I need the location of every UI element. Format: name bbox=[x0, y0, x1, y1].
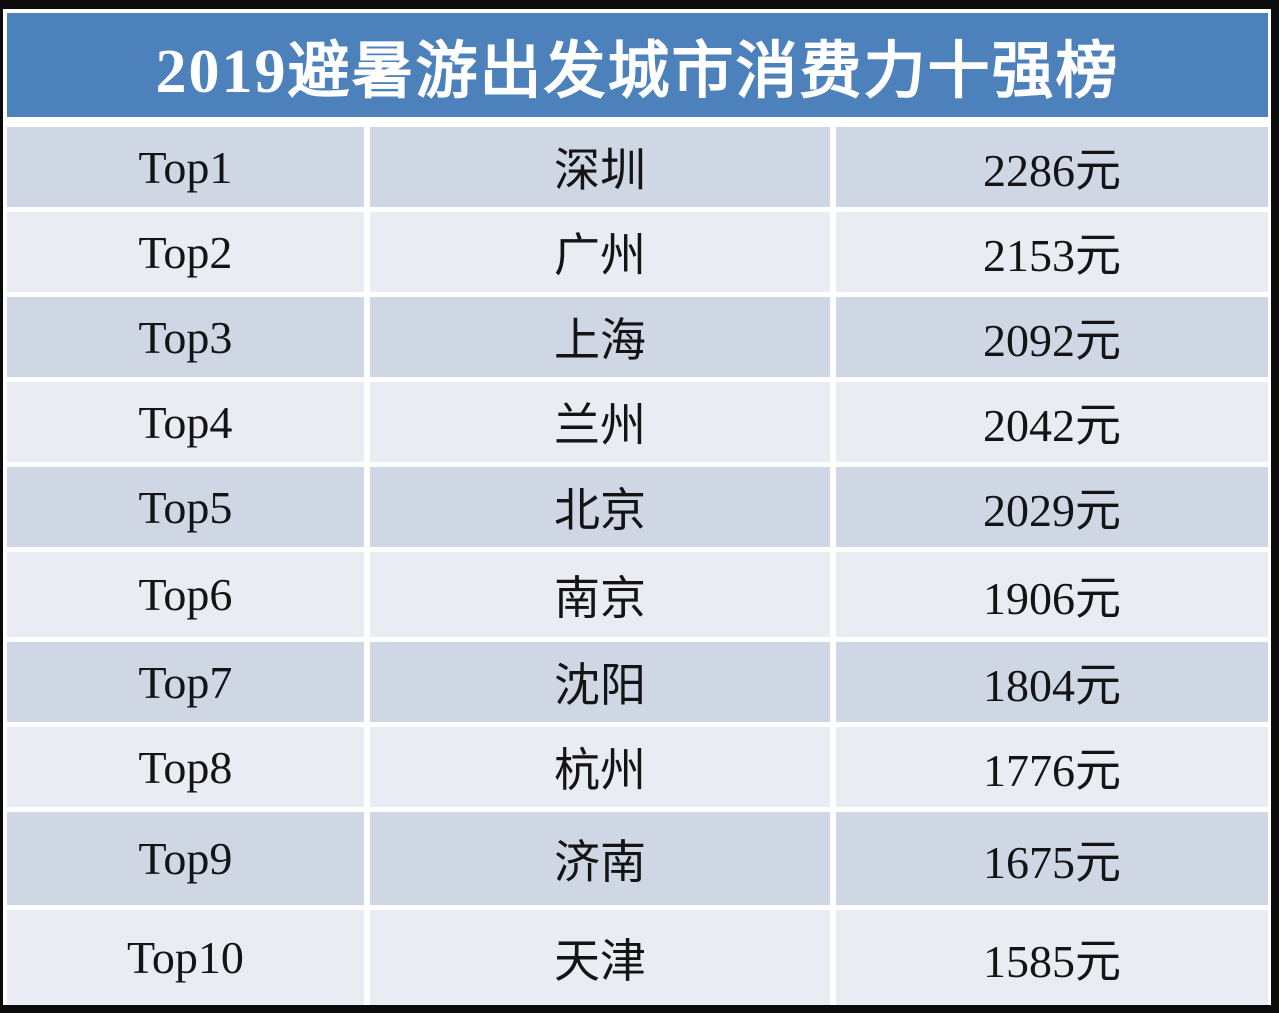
ranking-rows: Top1 深圳 2286元 Top2 广州 2153元 Top3 上海 2092元 Top4 兰州 2… bbox=[7, 127, 1268, 1005]
city-cell: 北京 bbox=[370, 467, 830, 547]
city-cell: 上海 bbox=[370, 297, 830, 377]
spend-cell: 2153元 bbox=[836, 212, 1268, 292]
table-title: 2019避暑游出发城市消费力十强榜 bbox=[155, 38, 1120, 106]
rank-cell: Top5 bbox=[7, 467, 364, 547]
city-cell: 深圳 bbox=[370, 127, 830, 207]
table-row: Top3 上海 2092元 bbox=[7, 297, 1268, 377]
table-row: Top4 兰州 2042元 bbox=[7, 382, 1268, 462]
rank-cell: Top10 bbox=[7, 910, 364, 1005]
table-row: Top10 天津 1585元 bbox=[7, 910, 1268, 1005]
rank-cell: Top2 bbox=[7, 212, 364, 292]
city-cell: 天津 bbox=[370, 910, 830, 1005]
table-row: Top6 南京 1906元 bbox=[7, 552, 1268, 637]
table-row: Top2 广州 2153元 bbox=[7, 212, 1268, 292]
rank-cell: Top7 bbox=[7, 642, 364, 722]
spend-cell: 2092元 bbox=[836, 297, 1268, 377]
rank-cell: Top4 bbox=[7, 382, 364, 462]
rank-cell: Top8 bbox=[7, 727, 364, 807]
table-row: Top8 杭州 1776元 bbox=[7, 727, 1268, 807]
spend-cell: 1906元 bbox=[836, 552, 1268, 637]
rank-cell: Top6 bbox=[7, 552, 364, 637]
table-canvas: 2019避暑游出发城市消费力十强榜 Top1 深圳 2286元 Top2 广州 2153元… bbox=[3, 9, 1271, 1005]
spend-cell: 1585元 bbox=[836, 910, 1268, 1005]
rank-cell: Top3 bbox=[7, 297, 364, 377]
rank-cell: Top1 bbox=[7, 127, 364, 207]
table-title-bar: 2019避暑游出发城市消费力十强榜 bbox=[7, 13, 1268, 117]
table-row: Top7 沈阳 1804元 bbox=[7, 642, 1268, 722]
spend-cell: 2029元 bbox=[836, 467, 1268, 547]
table-row: Top9 济南 1675元 bbox=[7, 812, 1268, 905]
spend-cell: 2042元 bbox=[836, 382, 1268, 462]
city-cell: 广州 bbox=[370, 212, 830, 292]
city-cell: 杭州 bbox=[370, 727, 830, 807]
spend-cell: 2286元 bbox=[836, 127, 1268, 207]
city-cell: 兰州 bbox=[370, 382, 830, 462]
city-cell: 沈阳 bbox=[370, 642, 830, 722]
rank-cell: Top9 bbox=[7, 812, 364, 905]
spend-cell: 1675元 bbox=[836, 812, 1268, 905]
city-cell: 南京 bbox=[370, 552, 830, 637]
table-row: Top1 深圳 2286元 bbox=[7, 127, 1268, 207]
spend-cell: 1776元 bbox=[836, 727, 1268, 807]
table-row: Top5 北京 2029元 bbox=[7, 467, 1268, 547]
spend-cell: 1804元 bbox=[836, 642, 1268, 722]
city-cell: 济南 bbox=[370, 812, 830, 905]
